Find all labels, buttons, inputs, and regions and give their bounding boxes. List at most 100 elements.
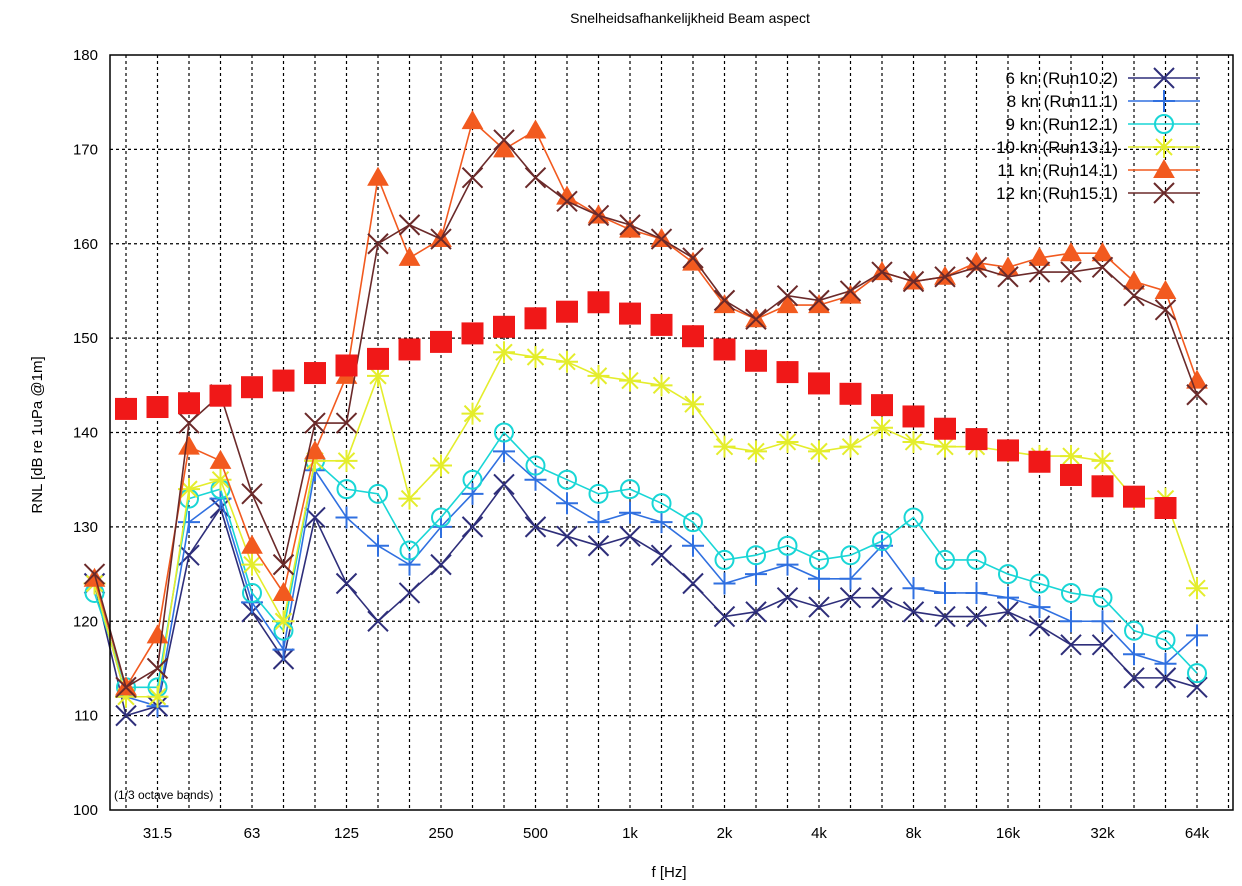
data-point bbox=[871, 586, 893, 609]
data-point bbox=[461, 482, 484, 505]
data-point bbox=[840, 545, 861, 566]
x-tick-label: 250 bbox=[428, 825, 453, 842]
data-point bbox=[1060, 634, 1082, 656]
data-point bbox=[620, 479, 640, 500]
data-point bbox=[272, 369, 295, 392]
data-point bbox=[367, 364, 389, 387]
data-point bbox=[619, 369, 641, 392]
series-line bbox=[93, 450, 1198, 708]
data-point bbox=[713, 338, 736, 361]
y-tick-label: 140 bbox=[73, 425, 98, 442]
data-point bbox=[808, 440, 830, 463]
data-point bbox=[808, 372, 830, 395]
data-point bbox=[430, 553, 452, 576]
data-point bbox=[398, 246, 421, 266]
legend-label: 11 kn (Run14.1) bbox=[997, 161, 1118, 180]
data-point bbox=[682, 325, 704, 348]
data-point bbox=[965, 428, 988, 451]
data-point bbox=[304, 440, 326, 460]
data-point bbox=[619, 214, 641, 236]
data-point bbox=[241, 376, 263, 399]
data-point bbox=[178, 511, 200, 534]
data-point bbox=[682, 572, 704, 595]
legend-marker bbox=[1154, 114, 1174, 134]
data-point bbox=[650, 544, 673, 566]
data-point bbox=[241, 483, 263, 505]
grid bbox=[110, 55, 1233, 810]
data-point bbox=[588, 483, 609, 504]
data-point bbox=[997, 586, 1019, 609]
data-point bbox=[839, 280, 862, 302]
data-point bbox=[335, 449, 358, 472]
y-axis-label: RNL [dB re 1uPa @1m] bbox=[29, 356, 46, 513]
legend-marker bbox=[1153, 90, 1175, 112]
data-point bbox=[808, 567, 830, 590]
data-point bbox=[1091, 449, 1114, 472]
data-point bbox=[524, 468, 547, 491]
data-point bbox=[997, 439, 1019, 462]
data-point bbox=[965, 581, 988, 604]
y-tick-label: 180 bbox=[73, 47, 98, 64]
data-point bbox=[619, 525, 641, 548]
data-point bbox=[1028, 246, 1051, 266]
series-1 bbox=[83, 473, 1208, 727]
data-point bbox=[556, 525, 578, 548]
data-point bbox=[587, 511, 610, 534]
data-point bbox=[524, 346, 547, 368]
data-point bbox=[304, 412, 326, 434]
data-point bbox=[557, 469, 577, 490]
x-tick-label: 2k bbox=[717, 825, 733, 842]
data-point bbox=[525, 455, 546, 476]
data-point bbox=[178, 412, 200, 434]
data-point bbox=[430, 330, 452, 353]
data-point bbox=[745, 349, 767, 372]
data-point bbox=[776, 361, 799, 384]
data-point bbox=[1123, 270, 1145, 290]
data-point bbox=[115, 704, 137, 727]
data-point bbox=[367, 347, 389, 370]
data-point bbox=[839, 284, 862, 304]
data-point bbox=[146, 624, 169, 644]
x-tick-label: 16k bbox=[996, 825, 1021, 842]
data-point bbox=[1154, 279, 1177, 299]
data-point bbox=[524, 307, 547, 330]
data-point bbox=[934, 605, 956, 628]
data-point bbox=[808, 289, 830, 312]
data-point bbox=[178, 478, 200, 501]
series-3 bbox=[84, 422, 1207, 698]
x-tick-label: 4k bbox=[811, 825, 827, 842]
data-point bbox=[650, 511, 673, 534]
data-point bbox=[965, 605, 988, 628]
series-line bbox=[93, 483, 1198, 717]
data-point bbox=[1187, 663, 1207, 684]
data-point bbox=[997, 266, 1019, 288]
data-point bbox=[1091, 475, 1114, 498]
data-point bbox=[493, 138, 515, 158]
legend-marker bbox=[1153, 158, 1175, 178]
y-tick-label: 150 bbox=[73, 330, 98, 347]
data-point bbox=[494, 422, 514, 443]
data-point bbox=[682, 247, 704, 269]
data-point bbox=[1154, 497, 1177, 519]
data-point bbox=[1060, 261, 1082, 283]
data-point bbox=[398, 553, 421, 576]
data-point bbox=[776, 284, 799, 307]
x-tick-label: 125 bbox=[334, 825, 359, 842]
data-point bbox=[587, 364, 610, 387]
data-point bbox=[1123, 643, 1145, 666]
x-tick-label: 1k bbox=[622, 825, 638, 842]
data-point bbox=[745, 563, 767, 586]
x-tick-label: 8k bbox=[906, 825, 922, 842]
series-line bbox=[93, 351, 1198, 698]
data-point bbox=[587, 535, 610, 557]
data-point bbox=[83, 567, 106, 587]
x-tick-label: 31.5 bbox=[143, 825, 172, 842]
data-point bbox=[556, 300, 578, 323]
data-point bbox=[776, 586, 799, 609]
data-point bbox=[1029, 573, 1050, 594]
data-point bbox=[619, 218, 641, 238]
data-point bbox=[1091, 610, 1114, 633]
data-point bbox=[902, 601, 925, 623]
series-line bbox=[93, 138, 1198, 689]
series-7 bbox=[115, 291, 1177, 519]
